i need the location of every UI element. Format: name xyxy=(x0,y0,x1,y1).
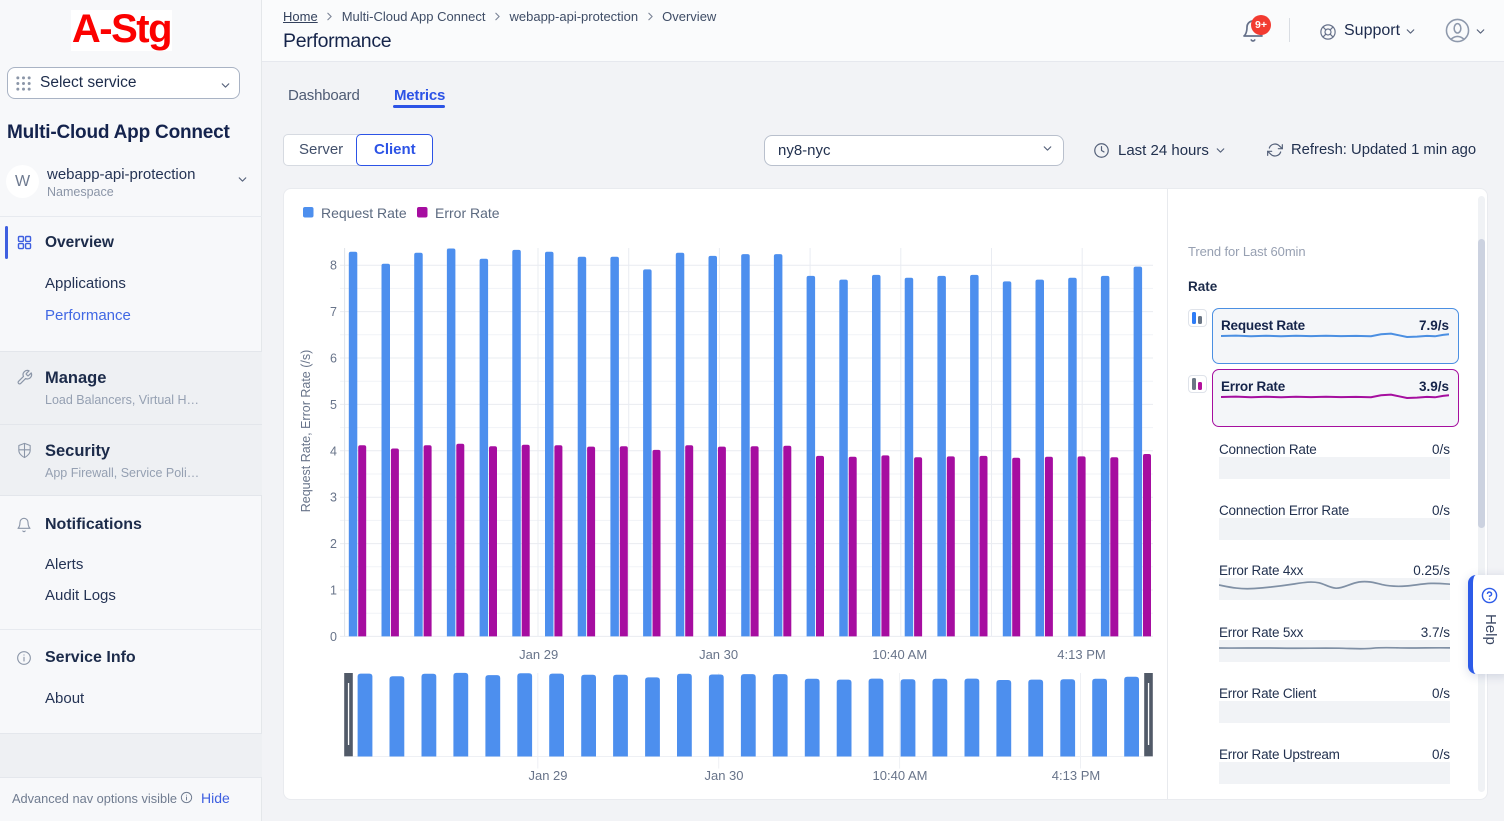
svg-text:3: 3 xyxy=(330,491,337,505)
svg-text:10:40 AM: 10:40 AM xyxy=(873,768,928,783)
svg-text:4:13 PM: 4:13 PM xyxy=(1052,768,1100,783)
svg-text:4: 4 xyxy=(330,444,337,458)
svg-text:6: 6 xyxy=(330,352,337,366)
svg-text:5: 5 xyxy=(330,398,337,412)
svg-text:0: 0 xyxy=(330,630,337,644)
svg-text:8: 8 xyxy=(330,259,337,273)
svg-text:Jan 30: Jan 30 xyxy=(704,768,743,783)
svg-text:Jan 29: Jan 29 xyxy=(519,647,558,662)
svg-text:Jan 29: Jan 29 xyxy=(528,768,567,783)
svg-text:1: 1 xyxy=(330,584,337,598)
svg-text:7: 7 xyxy=(330,305,337,319)
svg-text:10:40 AM: 10:40 AM xyxy=(872,647,927,662)
svg-text:4:13 PM: 4:13 PM xyxy=(1057,647,1105,662)
svg-text:Request Rate: Request Rate xyxy=(321,205,407,221)
svg-text:Request Rate, Error Rate (/s): Request Rate, Error Rate (/s) xyxy=(299,350,313,513)
svg-text:Jan 30: Jan 30 xyxy=(699,647,738,662)
svg-text:Error Rate: Error Rate xyxy=(435,205,500,221)
svg-text:2: 2 xyxy=(330,537,337,551)
